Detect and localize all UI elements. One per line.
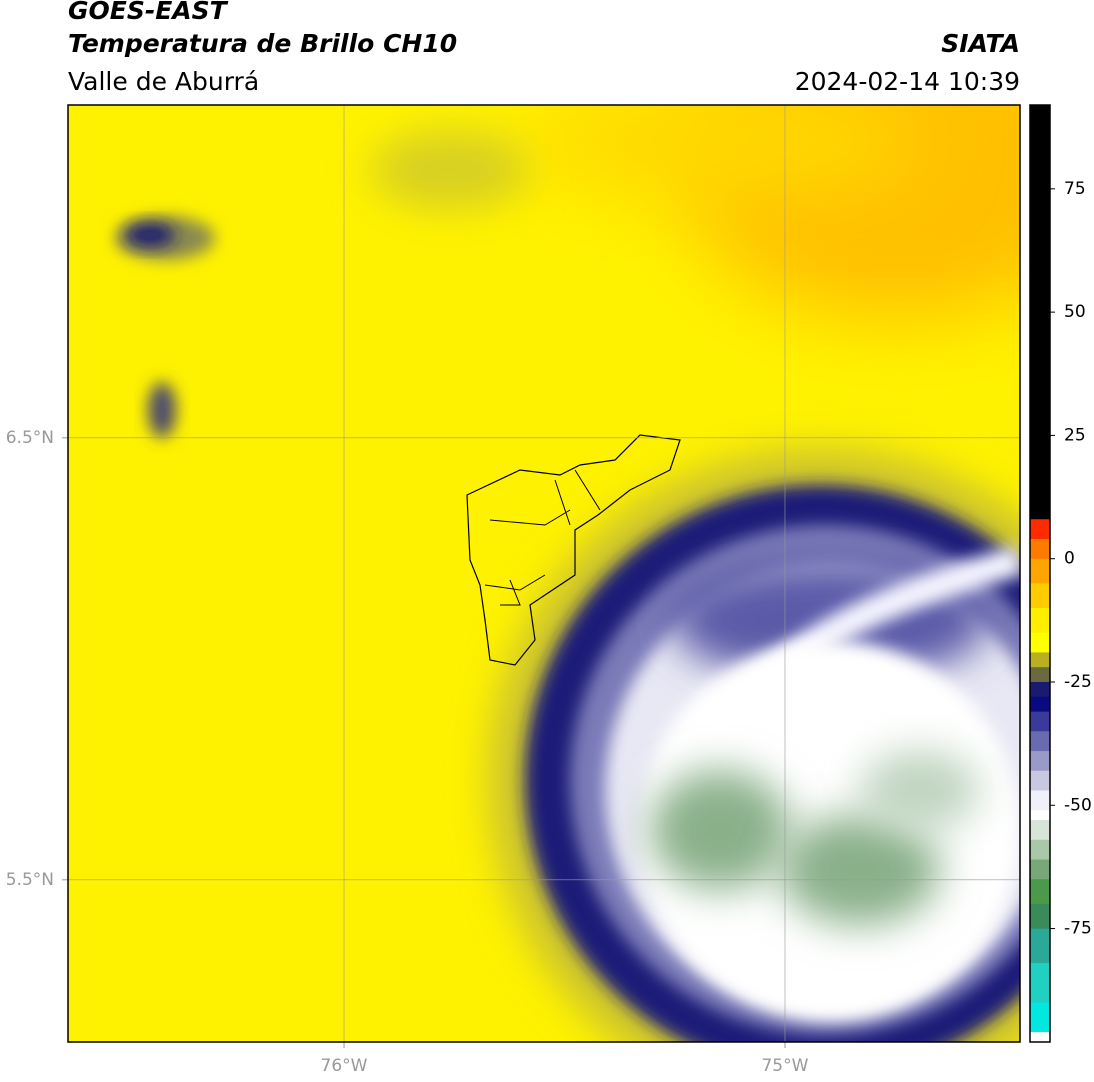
- colorbar-tick-label: -25: [1064, 672, 1092, 692]
- colorbar-band: [1030, 652, 1050, 668]
- region: Valle de Aburrá: [68, 67, 259, 96]
- colorbar-band: [1030, 558, 1050, 584]
- colorbar-band: [1030, 879, 1050, 905]
- colorbar-band: [1030, 519, 1050, 540]
- colorbar-band: [1030, 681, 1050, 698]
- datetime: 2024-02-14 10:39: [795, 67, 1020, 96]
- colorbar-band: [1030, 538, 1050, 560]
- colorbar-band: [1030, 632, 1050, 653]
- colorbar-band: [1030, 859, 1050, 880]
- map-frame: [67, 104, 1021, 1043]
- colorbar-band: [1030, 790, 1050, 811]
- colorbar-band: [1030, 1032, 1050, 1043]
- colorbar-tick-label: 50: [1064, 302, 1086, 322]
- colorbar-tick-label: 0: [1064, 549, 1075, 569]
- colorbar-band: [1030, 583, 1050, 609]
- colorbar-band: [1030, 667, 1050, 683]
- source: SIATA: [941, 29, 1020, 58]
- colorbar-band: [1030, 810, 1050, 821]
- colorbar-band: [1030, 731, 1050, 752]
- product: Temperatura de Brillo CH10: [68, 29, 457, 58]
- colorbar-band: [1030, 608, 1050, 634]
- colorbar-band: [1030, 105, 1050, 520]
- colorbar-band: [1030, 696, 1050, 713]
- map-image: [68, 105, 1020, 1042]
- colorbar-tick-label: -75: [1064, 919, 1092, 939]
- colorbar-band: [1030, 1002, 1050, 1033]
- y-tick-label: 5.5°N: [6, 870, 54, 890]
- colorbar-tick-label: 75: [1064, 179, 1086, 199]
- colorbar-band: [1030, 820, 1050, 841]
- colorbar-band: [1030, 770, 1050, 791]
- colorbar-band: [1030, 711, 1050, 732]
- colorbar-band: [1030, 903, 1050, 930]
- x-tick-label: 76°W: [321, 1056, 368, 1076]
- satellite: GOES-EAST: [68, 0, 229, 25]
- x-tick-label: 75°W: [761, 1056, 808, 1076]
- y-tick-label: 6.5°N: [6, 428, 54, 448]
- colorbar-band: [1030, 839, 1050, 861]
- colorbar-tick-label: 25: [1064, 425, 1086, 445]
- colorbar-band: [1030, 751, 1050, 772]
- colorbar-frame: [1029, 104, 1051, 1043]
- colorbar-tick-label: -50: [1064, 795, 1092, 815]
- colorbar-band: [1030, 963, 1050, 1004]
- colorbar-band: [1030, 928, 1050, 964]
